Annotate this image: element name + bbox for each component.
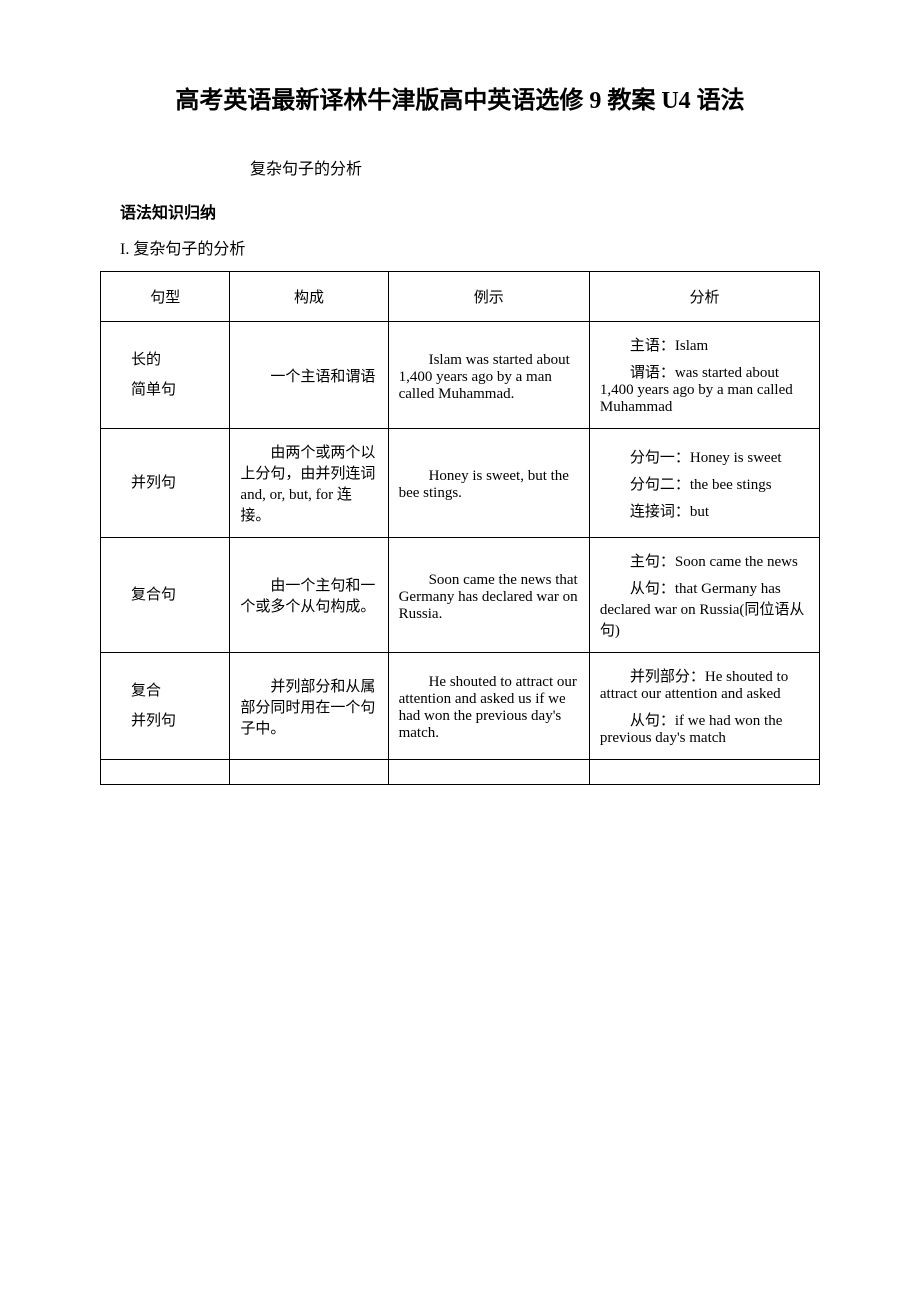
cell-type: 并列句 xyxy=(101,429,230,538)
header-analysis: 分析 xyxy=(589,272,819,322)
section-sub: I. 复杂句子的分析 xyxy=(120,235,850,259)
table-row: 并列句 由两个或两个以上分句，由并列连词 and, or, but, for 连… xyxy=(101,429,820,538)
cell-analysis: 主句：Soon came the news 从句：that Germany ha… xyxy=(589,538,819,653)
analysis-line: 谓语：was started about 1,400 years ago by … xyxy=(600,361,809,416)
empty-cell xyxy=(230,760,388,785)
cell-structure: 由一个主句和一个或多个从句构成。 xyxy=(230,538,388,653)
subtitle: 复杂句子的分析 xyxy=(150,155,850,179)
cell-example: Islam was started about 1,400 years ago … xyxy=(388,322,589,429)
header-example: 例示 xyxy=(388,272,589,322)
cell-analysis: 并列部分：He shouted to attract our attention… xyxy=(589,653,819,760)
cell-type: 复合 并列句 xyxy=(101,653,230,760)
analysis-line: 主语：Islam xyxy=(600,334,809,355)
analysis-line: 分句二：the bee stings xyxy=(600,473,809,494)
empty-cell xyxy=(101,760,230,785)
type-text: 简单句 xyxy=(131,382,176,398)
cell-analysis: 主语：Islam 谓语：was started about 1,400 year… xyxy=(589,322,819,429)
table-row: 复合 并列句 并列部分和从属部分同时用在一个句子中。 He shouted to… xyxy=(101,653,820,760)
empty-cell xyxy=(589,760,819,785)
page-title: 高考英语最新译林牛津版高中英语选修 9 教案 U4 语法 xyxy=(70,80,850,115)
header-structure: 构成 xyxy=(230,272,388,322)
analysis-line: 并列部分：He shouted to attract our attention… xyxy=(600,665,809,703)
analysis-line: 从句：if we had won the previous day's matc… xyxy=(600,709,809,747)
analysis-line: 连接词：but xyxy=(600,500,809,521)
grammar-table: 句型 构成 例示 分析 长的 简单句 一个主语和谓语 Islam was sta… xyxy=(100,271,820,785)
cell-analysis: 分句一：Honey is sweet 分句二：the bee stings 连接… xyxy=(589,429,819,538)
cell-example: Honey is sweet, but the bee stings. xyxy=(388,429,589,538)
cell-structure: 一个主语和谓语 xyxy=(230,322,388,429)
type-text: 复合 xyxy=(131,683,161,699)
table-row: 长的 简单句 一个主语和谓语 Islam was started about 1… xyxy=(101,322,820,429)
type-text: 长的 xyxy=(131,352,161,368)
cell-structure: 由两个或两个以上分句，由并列连词 and, or, but, for 连接。 xyxy=(230,429,388,538)
section-heading: 语法知识归纳 xyxy=(120,199,850,223)
header-type: 句型 xyxy=(101,272,230,322)
table-row-empty xyxy=(101,760,820,785)
empty-cell xyxy=(388,760,589,785)
type-text: 并列句 xyxy=(131,713,176,729)
table-row: 复合句 由一个主句和一个或多个从句构成。 Soon came the news … xyxy=(101,538,820,653)
analysis-line: 分句一：Honey is sweet xyxy=(600,446,809,467)
cell-example: Soon came the news that Germany has decl… xyxy=(388,538,589,653)
table-header-row: 句型 构成 例示 分析 xyxy=(101,272,820,322)
cell-example: He shouted to attract our attention and … xyxy=(388,653,589,760)
cell-type: 复合句 xyxy=(101,538,230,653)
cell-structure: 并列部分和从属部分同时用在一个句子中。 xyxy=(230,653,388,760)
analysis-line: 主句：Soon came the news xyxy=(600,550,809,571)
cell-type: 长的 简单句 xyxy=(101,322,230,429)
analysis-line: 从句：that Germany has declared war on Russ… xyxy=(600,577,809,640)
